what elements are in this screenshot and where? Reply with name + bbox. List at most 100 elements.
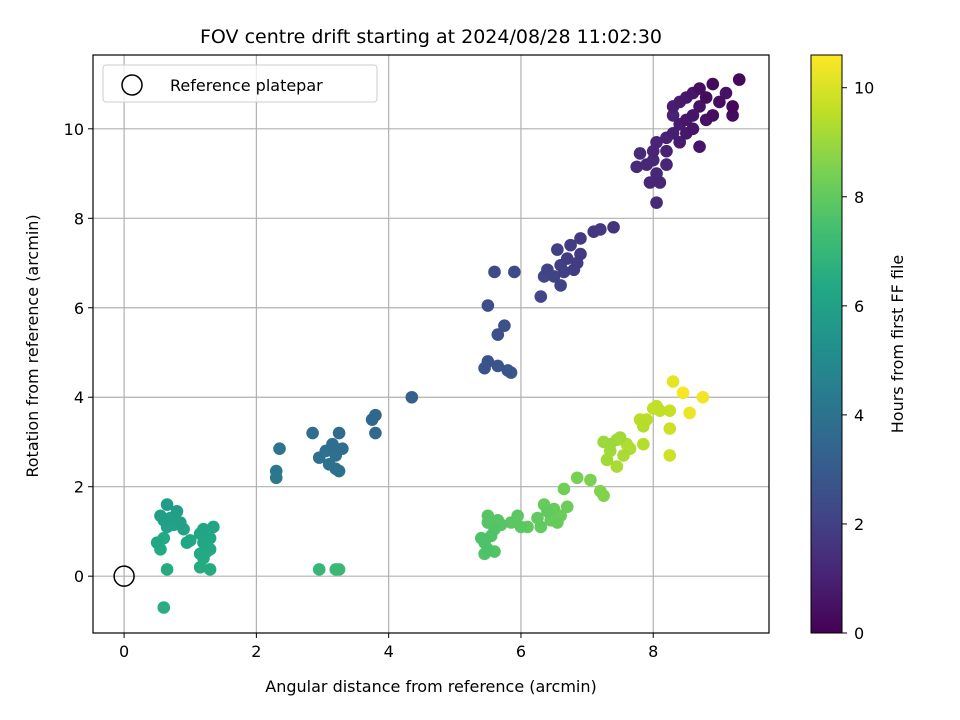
data-point — [511, 509, 524, 523]
data-point — [160, 563, 174, 576]
data-point — [491, 328, 505, 341]
data-point — [326, 437, 339, 451]
data-point — [332, 464, 346, 478]
data-point — [174, 516, 187, 529]
grid — [93, 55, 769, 633]
data-point — [560, 252, 574, 265]
data-point — [613, 431, 627, 444]
data-point — [663, 422, 677, 435]
data-point — [534, 290, 548, 303]
data-point — [676, 386, 690, 400]
data-point — [574, 247, 587, 261]
colorbar: 0 2 4 6 8 10 — [810, 54, 874, 643]
data-point — [564, 238, 577, 252]
data-point — [170, 505, 184, 518]
data-point — [481, 543, 495, 556]
data-point — [693, 82, 706, 95]
y-tick-label: 6 — [74, 299, 84, 318]
data-point — [481, 299, 495, 312]
data-point — [488, 265, 501, 279]
data-point — [706, 77, 720, 91]
data-point — [693, 100, 706, 113]
chart-title: FOV centre drift starting at 2024/08/28 … — [200, 26, 662, 48]
colorbar-tick-label: 8 — [854, 188, 864, 207]
scatter-points — [113, 73, 746, 614]
data-point — [660, 144, 673, 158]
data-point — [193, 527, 207, 540]
data-point — [663, 404, 677, 417]
y-tick-label: 10 — [64, 120, 84, 139]
axes: 0 2 4 6 8 0 2 4 6 8 10 — [64, 54, 770, 661]
data-point — [560, 500, 574, 514]
data-point — [514, 520, 528, 534]
data-point — [574, 232, 587, 245]
colorbar-tick-label: 4 — [854, 406, 864, 425]
data-point — [557, 482, 571, 496]
data-point — [597, 489, 610, 502]
data-point — [686, 109, 700, 122]
x-axis-label: Angular distance from reference (arcmin) — [265, 677, 596, 696]
data-point — [713, 95, 726, 109]
data-point — [491, 359, 505, 373]
data-point — [726, 109, 739, 122]
data-point — [273, 442, 286, 455]
data-point — [699, 91, 713, 104]
data-point — [607, 220, 620, 234]
data-point — [180, 536, 194, 549]
data-point — [587, 225, 601, 239]
data-point — [369, 426, 382, 440]
data-point — [157, 601, 171, 614]
data-point — [551, 516, 564, 529]
x-tick-label: 6 — [516, 642, 526, 661]
data-point — [693, 140, 706, 154]
data-point — [269, 471, 283, 485]
y-axis-label: Rotation from reference (arcmin) — [23, 214, 42, 477]
data-point — [584, 473, 597, 487]
data-point — [643, 176, 657, 189]
data-point — [508, 265, 521, 279]
legend-entry-reference-platepar: Reference platepar — [170, 76, 323, 95]
data-point — [365, 413, 379, 426]
colorbar-gradient — [810, 54, 843, 634]
data-point — [154, 509, 167, 523]
reference-platepar-marker — [113, 565, 135, 587]
data-point — [650, 196, 663, 209]
data-point — [312, 563, 326, 576]
data-point — [600, 453, 614, 467]
data-point — [193, 560, 207, 574]
data-point — [637, 437, 650, 451]
y-tick-label: 2 — [74, 478, 84, 497]
data-point — [306, 426, 319, 440]
y-tick-label: 0 — [74, 567, 84, 586]
data-point — [478, 361, 491, 375]
colorbar-label: Hours from first FF file — [888, 255, 907, 434]
data-point — [603, 437, 617, 451]
data-point — [150, 536, 164, 549]
data-point — [663, 449, 677, 462]
data-point — [405, 390, 419, 404]
data-point — [481, 509, 495, 523]
plot-frame — [92, 54, 770, 634]
y-tick-label: 8 — [74, 209, 84, 228]
data-point — [332, 426, 346, 440]
data-point — [696, 390, 710, 404]
data-point — [706, 109, 720, 122]
data-point — [640, 158, 653, 171]
data-point — [637, 420, 650, 433]
x-tick-label: 0 — [119, 642, 129, 661]
data-point — [646, 144, 660, 158]
colorbar-tick-label: 0 — [854, 624, 864, 643]
data-point — [531, 511, 544, 525]
data-point — [726, 100, 739, 113]
x-tick-label: 8 — [648, 642, 658, 661]
data-point — [557, 265, 571, 279]
y-tick-label: 4 — [74, 388, 84, 407]
data-point — [160, 498, 174, 511]
data-point — [484, 529, 498, 543]
data-point — [554, 279, 567, 292]
data-point — [498, 319, 511, 332]
data-point — [541, 505, 554, 518]
data-point — [660, 158, 673, 171]
x-tick-label: 2 — [251, 642, 261, 661]
data-point — [666, 109, 680, 122]
